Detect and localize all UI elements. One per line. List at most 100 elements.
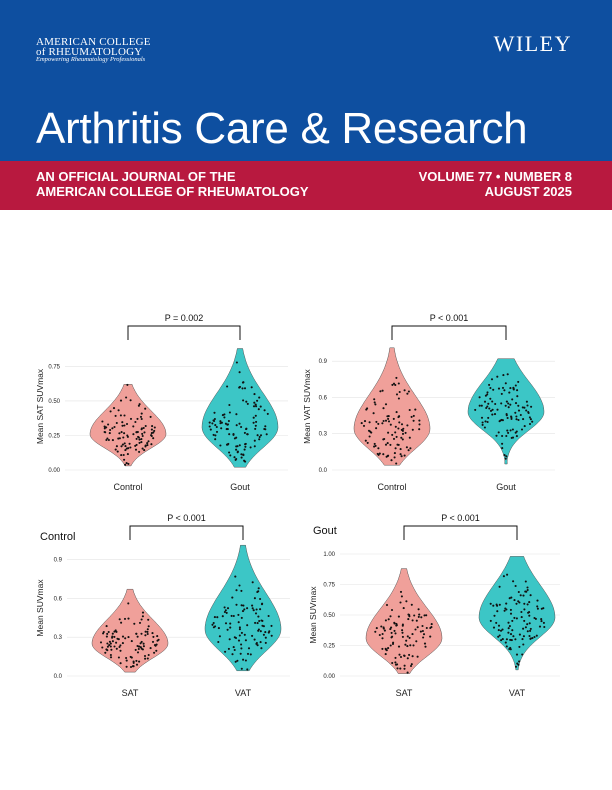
data-point	[256, 590, 259, 594]
data-point	[389, 615, 392, 618]
data-point	[393, 622, 396, 625]
data-point	[114, 414, 117, 417]
data-point	[395, 411, 398, 414]
data-point	[229, 622, 232, 625]
data-point	[510, 436, 513, 439]
data-point	[419, 630, 422, 633]
data-point	[259, 405, 262, 408]
data-point	[500, 639, 503, 642]
data-point	[422, 636, 425, 639]
data-point	[136, 417, 139, 420]
data-point	[512, 388, 515, 391]
data-point	[525, 409, 528, 412]
data-point	[530, 405, 533, 408]
data-point	[264, 631, 267, 634]
data-point	[108, 644, 111, 647]
data-point	[244, 659, 247, 662]
data-point	[129, 446, 132, 449]
data-point	[519, 413, 522, 417]
data-point	[153, 429, 156, 432]
data-point	[141, 611, 145, 614]
data-point	[118, 645, 121, 649]
data-point	[126, 383, 129, 386]
data-point	[144, 444, 147, 447]
data-point	[113, 425, 116, 429]
data-point	[219, 444, 222, 447]
data-point	[228, 433, 231, 436]
data-point	[137, 647, 140, 651]
data-point	[526, 603, 529, 606]
data-point	[522, 643, 525, 646]
data-point	[504, 404, 507, 407]
data-point	[497, 624, 501, 627]
data-point	[244, 639, 247, 642]
data-point	[506, 373, 509, 376]
data-point	[489, 619, 492, 622]
data-point	[491, 408, 494, 411]
data-point	[264, 641, 267, 644]
data-point	[490, 378, 494, 381]
data-point	[396, 667, 399, 670]
data-point	[391, 383, 394, 386]
data-point	[398, 421, 401, 424]
data-point	[393, 629, 396, 632]
data-point	[529, 629, 532, 632]
data-point	[526, 588, 529, 592]
data-point	[520, 610, 523, 614]
data-point	[246, 652, 250, 655]
data-point	[524, 580, 527, 583]
data-point	[514, 411, 517, 414]
data-point	[510, 415, 513, 418]
data-point	[387, 454, 390, 457]
data-point	[503, 454, 506, 457]
data-point	[522, 635, 525, 638]
data-point	[373, 398, 376, 401]
data-point	[398, 390, 401, 394]
acr-logo-line1: AMERICAN COLLEGE	[36, 36, 151, 48]
data-point	[115, 641, 118, 644]
data-point	[149, 647, 152, 650]
data-point	[216, 616, 219, 619]
data-point	[259, 597, 262, 601]
data-point	[424, 645, 427, 648]
data-point	[257, 587, 260, 590]
data-point	[409, 447, 412, 450]
data-point	[529, 637, 532, 640]
data-point	[129, 417, 133, 420]
data-point	[403, 667, 406, 670]
data-point	[214, 625, 217, 628]
data-point	[224, 422, 227, 425]
violin-gout	[467, 358, 545, 465]
data-point	[496, 408, 499, 411]
data-point	[142, 642, 145, 645]
data-point	[528, 634, 531, 638]
data-point	[384, 647, 387, 650]
data-point	[215, 425, 218, 429]
data-point	[394, 661, 397, 664]
data-point	[481, 423, 484, 426]
data-point	[384, 443, 388, 446]
journal-title: Arthritis Care & Research	[36, 104, 528, 153]
data-point	[374, 403, 377, 406]
subtitle-line1: AN OFFICIAL JOURNAL OF THE	[36, 169, 236, 184]
data-point	[517, 409, 521, 412]
data-point	[238, 444, 241, 447]
data-point	[153, 651, 156, 654]
data-point	[411, 428, 414, 431]
y-tick-label: 0.6	[54, 596, 63, 602]
data-point	[237, 639, 241, 642]
data-point	[390, 626, 393, 629]
data-point	[518, 633, 521, 636]
data-point	[226, 428, 229, 431]
x-tick-label: SAT	[396, 688, 413, 698]
data-point	[507, 621, 510, 624]
data-point	[404, 643, 407, 646]
y-tick-label: 0.50	[48, 399, 60, 405]
data-point	[212, 419, 215, 422]
data-point	[122, 436, 125, 439]
data-point	[250, 386, 253, 389]
data-point	[505, 608, 508, 611]
data-point	[140, 417, 143, 421]
data-point	[242, 604, 245, 607]
data-point	[515, 418, 518, 421]
